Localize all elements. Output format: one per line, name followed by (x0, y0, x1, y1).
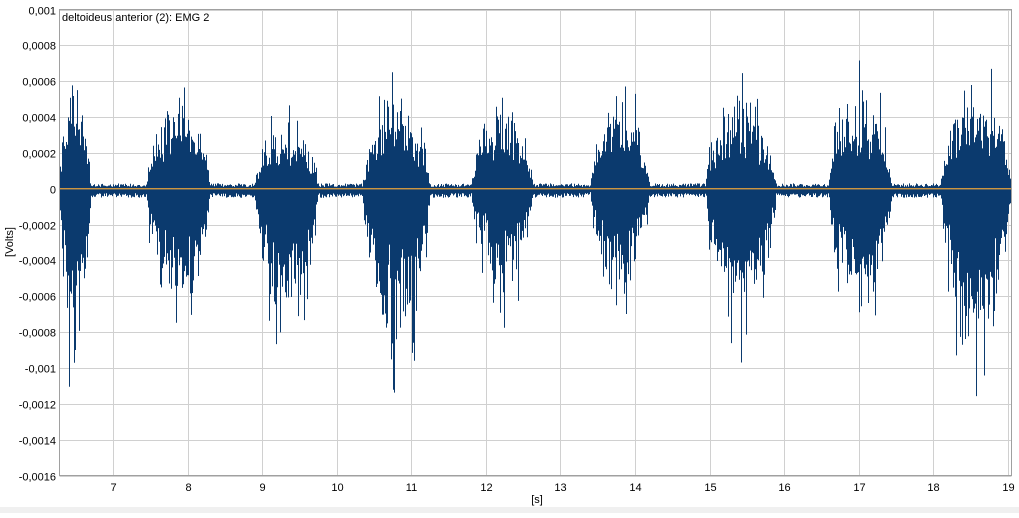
x-tick-label: 11 (406, 482, 417, 494)
emg-signal-trace (60, 60, 1011, 397)
y-tick-label: -0,0012 (19, 400, 56, 412)
y-tick-label: 0,0002 (22, 149, 56, 161)
x-tick-label: 15 (704, 482, 716, 494)
y-tick-label: -0,0014 (19, 436, 56, 448)
x-tick-label: 18 (927, 482, 939, 494)
y-tick-label: 0,0008 (22, 41, 56, 53)
x-tick-label: 19 (1002, 482, 1014, 494)
x-tick-label: 9 (259, 482, 265, 494)
y-axis-label: [Volts] (4, 227, 16, 257)
y-tick-label: 0 (50, 185, 56, 197)
x-tick-labels: 7 8 9 10 11 12 13 14 15 16 17 18 19 (110, 482, 1014, 494)
x-tick-label: 13 (554, 482, 566, 494)
y-tick-label: 0,001 (28, 6, 56, 18)
emg-signal-series (60, 60, 1011, 397)
x-axis-label: [s] (531, 494, 543, 506)
x-tick-label: 8 (185, 482, 191, 494)
x-tick-label: 12 (480, 482, 492, 494)
chart-title: deltoideus anterior (2): EMG 2 (62, 12, 209, 24)
y-tick-label: -0,0006 (19, 292, 56, 304)
x-tick-label: 14 (629, 482, 641, 494)
x-tick-label: 10 (331, 482, 343, 494)
x-tick-label: 16 (778, 482, 790, 494)
y-tick-label: -0,0002 (19, 221, 56, 233)
y-tick-label: -0,0004 (19, 256, 56, 268)
y-tick-label: -0,001 (25, 364, 56, 376)
x-tick-label: 17 (853, 482, 865, 494)
plot-frame (59, 9, 1012, 476)
bottom-strip (0, 507, 1019, 513)
x-tick-label: 7 (110, 482, 116, 494)
y-tick-label: -0,0008 (19, 328, 56, 340)
y-tick-labels: 0,001 0,0008 0,0006 0,0004 0,0002 0 -0,0002 -0,… (19, 6, 56, 484)
y-tick-label: 0,0006 (22, 77, 56, 89)
y-tick-label: 0,0004 (22, 113, 56, 125)
y-tick-label: -0,0016 (19, 472, 56, 484)
